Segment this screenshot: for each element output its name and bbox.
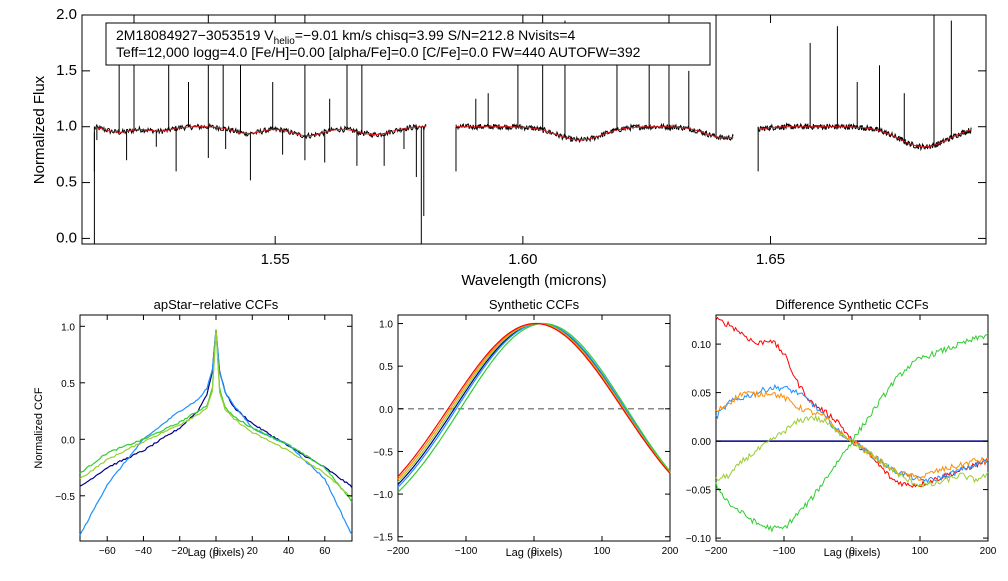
apstar-series-line	[79, 329, 353, 503]
difference-title: Difference Synthetic CCFs	[776, 297, 929, 312]
synthetic-ytick-label: 0.5	[379, 362, 393, 373]
spectrum-xtick-label: 1.65	[756, 251, 785, 268]
apstar-ytick-label: 0.0	[61, 435, 75, 446]
apstar-xtick-label: −20	[171, 546, 188, 557]
difference-xtick-label: −200	[705, 546, 728, 557]
spectrum-xtick-label: 1.60	[508, 251, 537, 268]
difference-xtick-label: 200	[980, 546, 997, 557]
synthetic-series-line	[397, 322, 671, 488]
synthetic-ytick-label: −1.0	[373, 490, 393, 501]
apstar-ytick-label: −0.5	[55, 492, 75, 503]
apstar-marks	[79, 329, 353, 536]
synthetic-marks	[397, 322, 671, 493]
synthetic-ytick-label: 1.0	[379, 320, 393, 331]
spectrum-xlabel: Wavelength (microns)	[461, 272, 606, 289]
spectrum-ytick-label: 1.0	[56, 118, 77, 135]
apstar-ytick-label: 1.0	[61, 322, 75, 333]
apstar-xtick-label: −40	[135, 546, 152, 557]
model-spectrum-segment	[94, 126, 427, 137]
synthetic-ytick-label: 0.0	[379, 405, 393, 416]
synthetic-series-line	[397, 322, 671, 493]
difference-series-line	[715, 389, 989, 481]
spectrum-xtick-label: 1.55	[261, 251, 290, 268]
info-box	[105, 22, 711, 66]
spectrum-ytick-label: 1.5	[56, 62, 77, 79]
difference-ticks: −200 −100 0 100 200 −0.10 −0.05 0.00 0.05 0.10	[686, 315, 997, 557]
apstar-xtick-label: −60	[99, 546, 116, 557]
info-line-1: 2M18084927−3053519 Vhelio=−9.01 km/s chi…	[116, 27, 576, 47]
apstar-xlabel: Lag (pixels)	[188, 547, 245, 559]
model-spectrum-segment	[456, 126, 734, 141]
spectrum-ytick-label: 2.0	[56, 6, 77, 23]
apstar-ylabel: Normalized CCF	[33, 387, 45, 469]
info-line-2: Teff=12,000 logg=4.0 [Fe/H]=0.00 [alpha/…	[116, 44, 641, 60]
spectrum-ylabel: Normalized Flux	[31, 75, 48, 184]
difference-ytick-label: 0.05	[692, 389, 712, 400]
spectrum-plot-frame	[81, 14, 987, 245]
synthetic-series-line	[397, 322, 671, 478]
difference-ytick-label: 0.00	[692, 437, 712, 448]
apstar-title: apStar−relative CCFs	[154, 297, 279, 312]
difference-ytick-label: −0.10	[686, 534, 712, 545]
apstar-ccf-panel: apStar−relative CCFs −60 −40 −20 0 20 40 60 −0.…	[33, 297, 353, 559]
synthetic-ytick-label: −1.5	[373, 533, 393, 544]
difference-xtick-label: −100	[773, 546, 796, 557]
synthetic-ytick-label: −0.5	[373, 447, 393, 458]
difference-series-line	[715, 316, 989, 488]
difference-marks	[715, 316, 989, 533]
info-line-1-subscript: helio	[274, 36, 296, 47]
synthetic-ticks: −200 −100 0 100 200 −1.5 −1.0 −0.5 0.0 0.5 1.0	[373, 315, 679, 557]
spectrum-ticks: 1.55 1.60 1.65 0.0 0.5 1.0 1.5 2.0	[56, 6, 986, 268]
info-line-1-suffix: =−9.01 km/s chisq=3.99 S/N=212.8 Nvisits…	[295, 27, 576, 43]
observed-spectrum-segment	[455, 122, 734, 143]
info-line-1-prefix: 2M18084927−3053519 V	[116, 27, 274, 43]
synthetic-series-line	[397, 322, 671, 485]
spectrum-ytick-label: 0.0	[56, 229, 77, 246]
synthetic-series-line	[397, 322, 671, 480]
synthetic-xtick-label: 100	[594, 546, 611, 557]
synthetic-xtick-label: 200	[662, 546, 679, 557]
apstar-ticks: −60 −40 −20 0 20 40 60 −0.5 0.0 0.5 1.0	[55, 315, 352, 557]
apstar-series-line	[79, 329, 353, 499]
synthetic-xlabel: Lag (pixels)	[506, 547, 563, 559]
synthetic-xtick-label: 0	[531, 546, 537, 557]
synthetic-ccf-panel: Synthetic CCFs −200 −100 0 100 200 −1.5 −1.0 −0…	[373, 297, 679, 559]
spectrum-ytick-label: 0.5	[56, 174, 77, 191]
apstar-ytick-label: 0.5	[61, 379, 75, 390]
difference-ytick-label: 0.10	[692, 340, 712, 351]
apstar-series-line	[79, 330, 353, 488]
spectrum-panel: 1.55 1.60 1.65 0.0 0.5 1.0 1.5 2.0 2M18084927−3…	[31, 6, 987, 289]
difference-series-line	[715, 383, 989, 484]
apstar-xtick-label: 60	[319, 546, 331, 557]
synthetic-xtick-label: −200	[387, 546, 410, 557]
model-spectrum-segment	[758, 126, 972, 148]
difference-series-line	[715, 333, 989, 533]
observed-spectrum-segment	[93, 122, 427, 140]
synthetic-title: Synthetic CCFs	[489, 297, 580, 312]
difference-ccf-panel: Difference Synthetic CCFs −200 −100 0 100 20…	[686, 297, 997, 559]
synthetic-xtick-label: −100	[455, 546, 478, 557]
synthetic-series-line	[397, 322, 671, 483]
difference-xlabel: Lag (pixels)	[824, 547, 881, 559]
apstar-series-line	[79, 329, 353, 536]
apstar-xtick-label: 0	[213, 546, 219, 557]
difference-xtick-label: 100	[912, 546, 929, 557]
apstar-xtick-label: 40	[283, 546, 295, 557]
difference-ytick-label: −0.05	[686, 486, 712, 497]
apstar-plot-frame	[79, 314, 353, 542]
difference-xtick-label: 0	[849, 546, 855, 557]
apstar-xtick-label: 20	[247, 546, 259, 557]
